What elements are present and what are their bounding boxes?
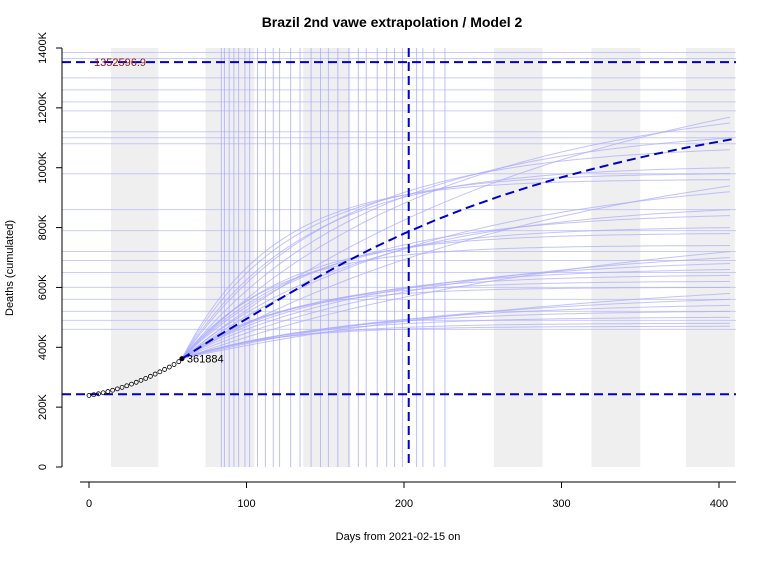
observed-point: [91, 392, 97, 398]
ensemble-curve: [181, 325, 730, 360]
x-tick-label: 300: [552, 498, 570, 510]
ensemble-curve: [181, 173, 731, 359]
y-tick-label: 400K: [37, 334, 49, 360]
ensemble-curve: [181, 322, 731, 360]
y-tick-label: 800K: [37, 214, 49, 240]
ensemble-curve: [181, 179, 730, 359]
ensemble-curve: [181, 269, 731, 360]
chart-title: Brazil 2nd vawe extrapolation / Model 2: [262, 14, 523, 30]
ensemble-curve: [181, 209, 731, 360]
observed-point: [143, 376, 149, 381]
ensemble-curves: [181, 116, 731, 360]
observed-point: [86, 393, 92, 398]
observed-point: [96, 391, 101, 397]
y-tick-label: 1400K: [37, 31, 49, 63]
month-band: [591, 48, 641, 467]
observed-point: [176, 359, 182, 365]
month-band: [493, 48, 543, 467]
ensemble-curve: [181, 215, 731, 360]
observed-point: [152, 371, 158, 377]
ensemble-vertical-lines: [220, 48, 446, 467]
x-tick-label: 200: [395, 498, 413, 510]
y-tick-label: 1200K: [37, 91, 49, 123]
x-tick-label: 0: [86, 498, 92, 510]
ensemble-curve: [181, 310, 730, 360]
ensemble-curve: [181, 316, 730, 360]
y-tick-label: 1000K: [37, 151, 49, 183]
y-tick-label: 200K: [37, 394, 49, 420]
observed-point: [105, 389, 111, 394]
ensemble-curve: [181, 245, 731, 360]
main-projection-line: [181, 138, 732, 360]
ensemble-curve: [181, 137, 731, 360]
month-band: [205, 48, 255, 467]
observed-point: [129, 381, 134, 387]
observed-point: [110, 387, 116, 393]
month-band: [111, 48, 159, 467]
reference-lines: [62, 48, 736, 467]
ensemble-curve: [181, 227, 731, 360]
ensemble-curve: [181, 191, 731, 360]
observed-point: [124, 383, 130, 389]
x-axis-label: Days from 2021-02-15 on: [336, 531, 461, 543]
y-tick-label: 600K: [37, 274, 49, 300]
ensemble-curve: [181, 233, 730, 360]
observed-point: [138, 377, 144, 383]
observed-point: [119, 384, 125, 390]
ensemble-curve: [181, 275, 730, 360]
observed-point: [100, 390, 106, 396]
last-observed-label: 361884: [187, 354, 224, 366]
y-tick-label: 0: [37, 464, 49, 470]
last-observed-point: [179, 356, 185, 362]
ensemble-curve: [181, 116, 731, 360]
observed-point: [166, 364, 172, 370]
x-tick-label: 100: [237, 498, 255, 510]
x-tick-label: 400: [710, 498, 728, 510]
observed-point: [162, 367, 168, 372]
ensemble-curve: [181, 122, 731, 360]
ensemble-horizontal-lines: [62, 51, 736, 330]
x-axis: 0 100 200 300 400: [80, 481, 736, 510]
y-axis: 0 200K 400K 600K 800K 1000K 1200K 1400K: [37, 31, 63, 470]
ensemble-curve: [181, 149, 731, 359]
observed-point: [133, 379, 139, 385]
observed-point: [148, 373, 153, 379]
ensemble-curve: [181, 167, 731, 359]
observed-point: [114, 386, 120, 392]
ensemble-curve: [181, 286, 730, 360]
upper-limit-label: 1352596.9: [94, 57, 146, 69]
observed-point: [171, 362, 177, 367]
y-axis-label: Deaths (cumulated): [4, 220, 16, 316]
observed-point: [157, 369, 163, 375]
